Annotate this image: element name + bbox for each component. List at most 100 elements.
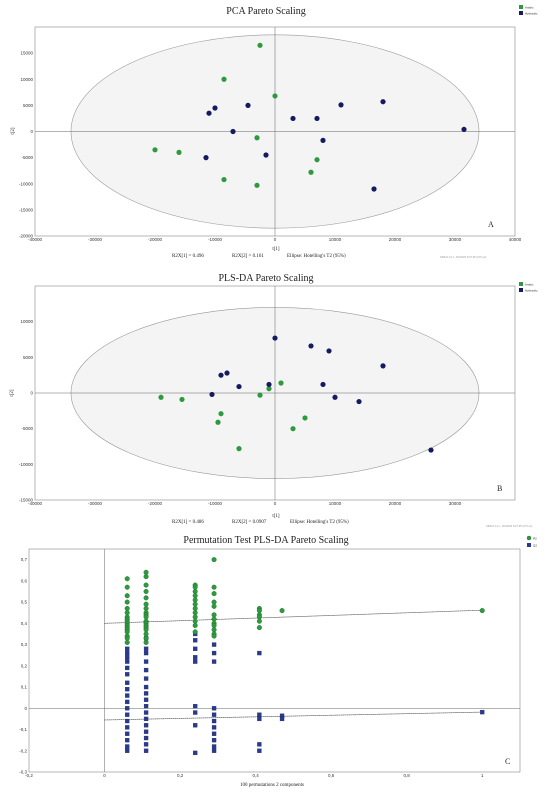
permutation-title: Permutation Test PLS-DA Pareto Scaling: [183, 535, 348, 546]
q2-point: [125, 655, 130, 660]
q2-point: [211, 731, 217, 736]
y-tick-label: 0,2: [21, 663, 28, 668]
plsda-r2x1: R2X[1] = 0.486: [172, 520, 204, 525]
data-point-arabic: [257, 392, 263, 398]
x-tick-label: 30000: [449, 501, 462, 506]
y-tick-label: 5000: [23, 103, 34, 108]
q2-point: [143, 742, 149, 747]
pca-panel: PCA Pareto Scaling -40000 -30000 -20000 -10…: [11, 5, 538, 259]
q2-point: [193, 638, 198, 643]
legend-swatch-hydraulic: [519, 11, 523, 15]
data-point-hydraulic: [245, 102, 251, 108]
data-point-hydraulic: [218, 372, 224, 378]
data-point-hydraulic: [332, 394, 338, 400]
plsda-ellipse-note: Ellipse: Hotelling's T2 (95%): [290, 520, 349, 525]
q2-point: [193, 723, 198, 728]
q2-point: [125, 737, 130, 743]
x-tick-label: -10000: [208, 501, 223, 506]
data-point-arabic: [179, 396, 185, 403]
data-point-arabic: [221, 76, 227, 82]
q2-point: [125, 646, 130, 651]
q2-point: [143, 650, 149, 656]
q2-point: [125, 718, 130, 724]
x-tick-label: 0: [274, 501, 277, 506]
q2-point: [211, 659, 217, 664]
data-point-hydraulic: [263, 152, 269, 158]
plsda-r2x2: R2X[2] = 0.0907: [232, 520, 267, 525]
legend-label-arabic: Arabic: [525, 6, 534, 10]
y-tick-label: 0,6: [21, 578, 28, 583]
r2-point: [143, 627, 149, 633]
r2-point: [192, 597, 198, 603]
pca-watermark: SIMCA 14.1 - 8/4/2023 8:27:35 (UTC+2): [440, 255, 486, 259]
r2-point: [192, 618, 198, 624]
x-tick-label: -40000: [28, 501, 43, 506]
x-tick-label: -40000: [28, 237, 43, 242]
r2-point: [124, 593, 130, 599]
y-tick-label: 0: [24, 706, 27, 711]
q2-point: [143, 646, 149, 651]
data-point-hydraulic: [380, 363, 386, 369]
data-point-hydraulic: [338, 102, 344, 108]
r2-point: [211, 616, 217, 622]
q2-point: [125, 699, 130, 705]
r2-point: [124, 584, 130, 590]
data-point-arabic: [257, 42, 263, 48]
r2-point: [124, 639, 130, 645]
r2-point: [192, 605, 198, 611]
q2-regression-line: [104, 711, 483, 721]
data-point-hydraulic: [290, 115, 296, 122]
pca-x-axis-label: t[1]: [272, 247, 280, 252]
r2-point: [143, 631, 149, 637]
legend-label-r2: R2: [533, 537, 537, 541]
x-tick-label: -30000: [88, 501, 103, 506]
q2-point: [143, 659, 149, 664]
q2-point: [193, 655, 198, 660]
permutation-x-axis-label: 100 permutations 2 components: [240, 783, 304, 788]
data-point-arabic: [254, 182, 260, 188]
plsda-legend: Arabic Hydraulic: [519, 282, 538, 293]
x-tick-label: 10000: [329, 501, 342, 506]
legend-swatch-hydraulic: [519, 288, 523, 292]
r2-point: [192, 610, 198, 616]
r2-point: [124, 635, 130, 641]
q2-point: [125, 693, 130, 698]
data-point-hydraulic: [266, 381, 272, 388]
y-tick-label: -5000: [21, 155, 33, 160]
q2-point: [125, 650, 130, 656]
q2-point: [211, 744, 217, 749]
y-tick-label: 0: [30, 129, 33, 134]
data-point-arabic: [308, 169, 314, 175]
data-point-arabic: [158, 394, 164, 400]
q2-point: [211, 748, 217, 753]
r2-point: [143, 601, 149, 607]
data-point-arabic: [176, 149, 182, 155]
y-tick-label: -0,2: [19, 748, 27, 753]
plsda-plot-area: -40000 -30000 -20000 -10000 0 10000 20000 30000…: [19, 286, 515, 506]
y-tick-label: 0,4: [21, 621, 28, 626]
x-tick-label: -20000: [148, 501, 163, 506]
data-point-arabic: [266, 386, 272, 392]
pca-title: PCA Pareto Scaling: [226, 6, 305, 17]
data-point-hydraulic: [380, 99, 386, 105]
r2-point: [256, 608, 262, 614]
pca-y-axis-label: t[2]: [11, 127, 16, 135]
r2-point: [211, 612, 217, 618]
permutation-panel: Permutation Test PLS-DA Pareto Scaling -…: [19, 535, 537, 788]
x-tick-label: -30000: [88, 237, 103, 242]
legend-swatch-arabic: [519, 5, 523, 9]
y-tick-label: 0,1: [21, 685, 28, 690]
y-tick-label: 0: [30, 391, 33, 396]
q2-point: [143, 716, 149, 722]
x-tick-label: 10000: [329, 237, 342, 242]
q2-point: [257, 748, 262, 753]
q2-point: [257, 650, 262, 656]
q2-point: [193, 704, 198, 709]
q2-point: [125, 672, 130, 677]
y-tick-label: 10000: [20, 77, 33, 82]
q2-point: [257, 712, 262, 717]
y-tick-label: -0,3: [19, 770, 27, 775]
q2-point: [211, 650, 217, 656]
x-tick-label: 1: [481, 773, 484, 778]
q2-point: [143, 723, 149, 728]
